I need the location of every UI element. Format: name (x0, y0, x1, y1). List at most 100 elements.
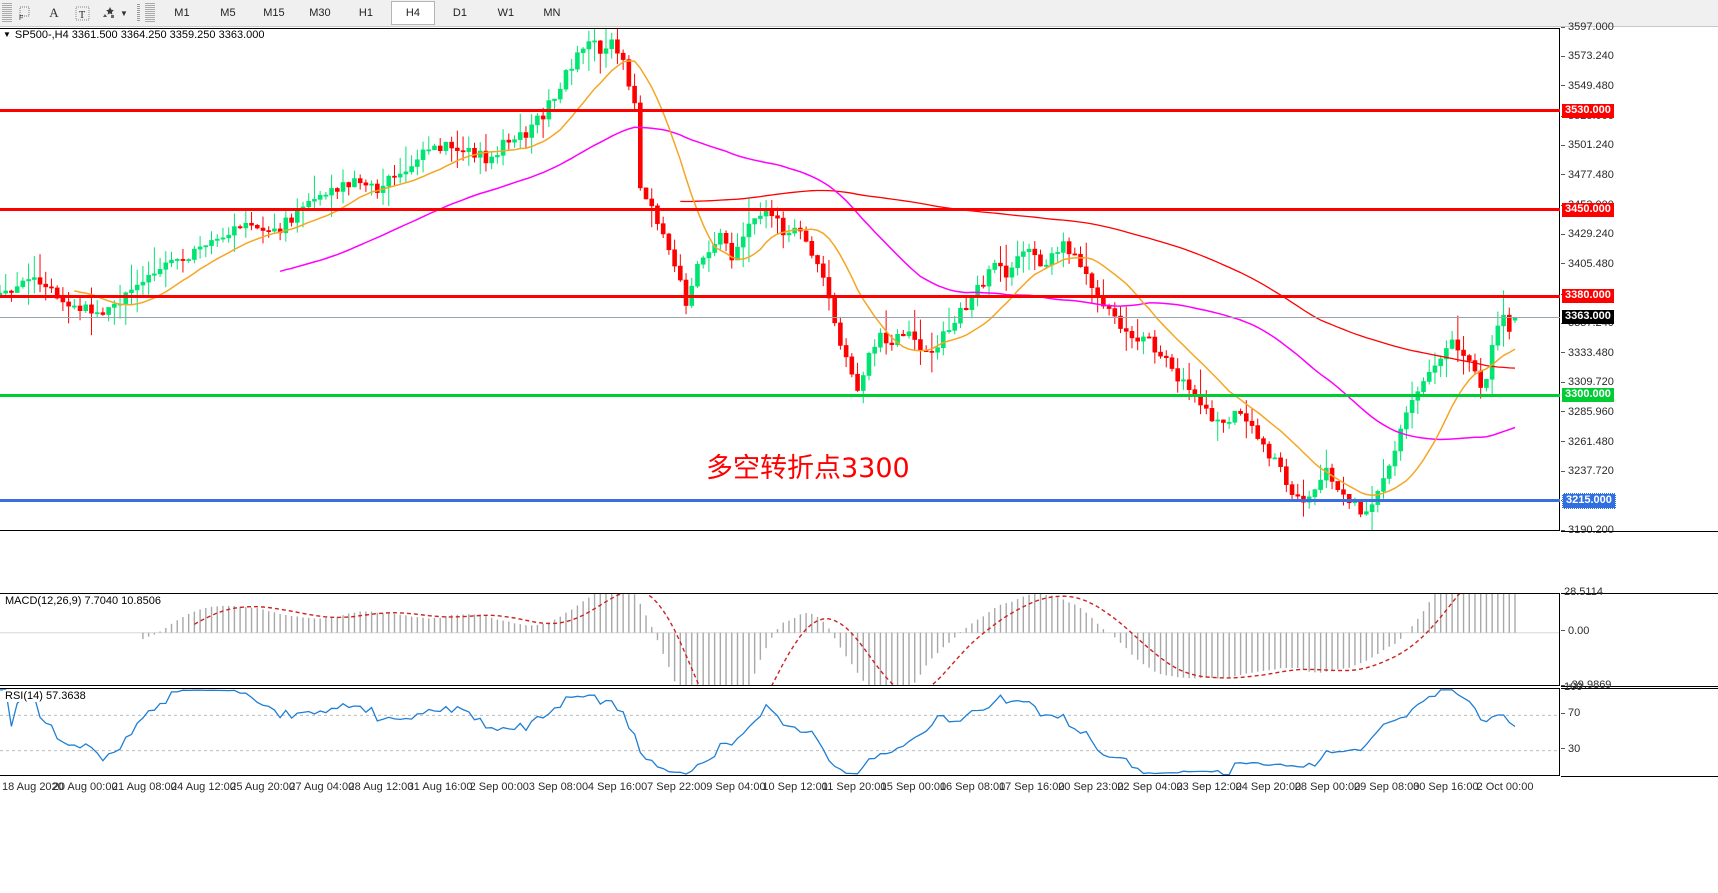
timeframe-m5[interactable]: M5 (220, 7, 236, 19)
tick-dash (1561, 263, 1565, 265)
price-tick-label: 3285.960 (1568, 405, 1614, 418)
time-tick-label: 27 Aug 04:00 (289, 781, 355, 793)
price-tick: 3309.720 (1561, 376, 1614, 388)
macd-label: MACD(12,26,9) 7.7040 10.8506 (3, 595, 163, 607)
macd-canvas (0, 594, 1559, 685)
price-scale[interactable]: 3597.0003573.2403549.4803525.0003501.240… (1561, 21, 1718, 777)
toolbar-grip[interactable] (2, 3, 12, 23)
price-tick-label: 3405.480 (1568, 257, 1614, 270)
timeframe-mn[interactable]: MN (543, 7, 561, 19)
price-level-badge-3380[interactable]: 3380.000 (1562, 289, 1614, 304)
tick-dash (1561, 234, 1565, 236)
price-level-line-3380[interactable] (0, 294, 1560, 298)
time-tick-label: 28 Sep 00:00 (1294, 781, 1361, 793)
time-tick-label: 20 Sep 23:00 (1058, 781, 1124, 793)
symbol-quote-text: SP500-,H4 3361.500 3364.250 3359.250 336… (14, 28, 265, 41)
price-level-badge-3300[interactable]: 3300.000 (1562, 388, 1614, 403)
tick-dash (1561, 529, 1565, 531)
timeframe-h4[interactable]: H4 (390, 1, 435, 25)
price-tick: 3501.240 (1561, 139, 1614, 151)
price-tick: 3549.480 (1561, 80, 1614, 92)
timeframe-m1[interactable]: M1 (174, 7, 190, 19)
price-level-badge-3530[interactable]: 3530.000 (1562, 103, 1614, 118)
price-level-line-3300[interactable] (0, 393, 1560, 397)
time-tick-label: 30 Sep 16:00 (1413, 781, 1479, 793)
price-level-line-3450[interactable] (0, 208, 1560, 212)
timeframe-h1[interactable]: H1 (358, 7, 373, 19)
tick-dash (1561, 55, 1565, 57)
tick-dash (1561, 144, 1565, 146)
time-tick-label: 2 Sep 00:00 (469, 781, 529, 793)
tick-dash (1561, 85, 1565, 87)
shapes-tool-icon[interactable] (96, 1, 124, 25)
svg-text:F: F (19, 15, 23, 21)
time-tick-label: 11 Sep 20:00 (821, 781, 887, 793)
time-tick-label: 29 Sep 08:00 (1353, 781, 1420, 793)
chevron-down-icon[interactable]: ▼ (120, 8, 128, 18)
time-tick-label: 4 Sep 16:00 (587, 781, 648, 793)
tick-dash (1561, 381, 1565, 383)
price-tick-label: 3501.240 (1568, 139, 1614, 152)
tick-dash (1561, 712, 1565, 714)
macd-scale-bottom (1561, 686, 1718, 687)
price-tick: 3333.480 (1561, 347, 1614, 359)
collapse-icon[interactable]: ▼ (3, 30, 11, 39)
rsi-pane[interactable] (0, 688, 1560, 776)
price-scale-bottom (1561, 531, 1718, 532)
price-tick-label: 3549.480 (1568, 79, 1614, 92)
macd-tick: 28.5114 (1564, 586, 1603, 598)
price-tick: 3429.240 (1561, 228, 1614, 240)
price-tick: 3285.960 (1561, 406, 1614, 418)
svg-text:T: T (79, 10, 85, 21)
rsi-label: RSI(14) 57.3638 (3, 690, 88, 702)
rsi-tick: 70 (1561, 707, 1580, 719)
time-tick-label: 24 Aug 12:00 (171, 781, 236, 793)
text-tool-icon[interactable]: A (49, 5, 59, 20)
rsi-tick-label: 30 (1568, 742, 1581, 755)
price-chart-canvas (0, 29, 1518, 530)
price-level-badge-3363[interactable]: 3363.000 (1562, 310, 1614, 325)
time-tick-label: 2 Oct 00:00 (1476, 781, 1534, 793)
timeframe-group: M1 M5 M15 M30 H1 H4 D1 W1 MN (159, 1, 575, 25)
price-level-line-3215[interactable] (0, 498, 1560, 502)
time-tick-label: 9 Sep 04:00 (706, 781, 766, 793)
tick-dash (1561, 26, 1565, 28)
timeframe-d1[interactable]: D1 (452, 7, 467, 19)
time-tick-label: 24 Sep 20:00 (1235, 781, 1302, 793)
macd-pane[interactable] (0, 593, 1560, 686)
time-tick-label: 18 Aug 2020 (2, 781, 64, 793)
timeframe-w1[interactable]: W1 (497, 7, 515, 19)
price-tick: 3597.000 (1561, 21, 1614, 33)
price-tick-label: 3309.720 (1568, 376, 1614, 389)
timeframe-grip[interactable] (144, 3, 155, 23)
macd-scale-top (1561, 593, 1718, 594)
rsi-tick: 30 (1561, 743, 1580, 755)
price-tick: 3573.240 (1561, 50, 1614, 62)
time-tick-label: 7 Sep 22:00 (647, 781, 707, 793)
symbol-quote-line: ▼ SP500-,H4 3361.500 3364.250 3359.250 3… (0, 27, 264, 42)
price-tick-label: 3597.000 (1568, 21, 1614, 33)
rsi-tick-label: 100 (1564, 681, 1583, 693)
tick-dash (1561, 470, 1565, 472)
price-level-badge-3215[interactable]: 3215.000 (1562, 493, 1616, 510)
price-level-badge-3450[interactable]: 3450.000 (1562, 202, 1614, 217)
time-tick-label: 22 Sep 04:00 (1117, 781, 1183, 793)
rsi-canvas (0, 689, 1559, 775)
timeframe-m15[interactable]: M15 (263, 7, 285, 19)
crosshair-icon[interactable]: F (12, 1, 40, 25)
price-tick-label: 3477.480 (1568, 168, 1614, 181)
main-toolbar: F A T ▼ M1 M5 M15 M30 H1 H4 D1 W1 MN (0, 0, 1718, 27)
time-axis: 18 Aug 2020 20 Aug 00:00 21 Aug 08:00 24 Au… (0, 777, 1718, 799)
label-tool-icon[interactable]: T (68, 1, 96, 25)
price-level-line-3363[interactable] (0, 317, 1560, 319)
time-tick-label: 15 Sep 00:00 (880, 781, 947, 793)
price-tick: 3237.720 (1561, 465, 1614, 477)
price-tick-label: 3573.240 (1568, 50, 1614, 63)
rsi-tick: 100 (1564, 681, 1582, 693)
chart-annotation-text: 多空转折点3300 (706, 453, 910, 484)
timeframe-m30[interactable]: M30 (309, 7, 331, 19)
time-tick-label: 21 Aug 08:00 (111, 781, 177, 793)
price-level-line-3530[interactable] (0, 109, 1560, 113)
rsi-tick-label: 70 (1568, 707, 1581, 720)
rsi-scale-top (1561, 688, 1718, 689)
